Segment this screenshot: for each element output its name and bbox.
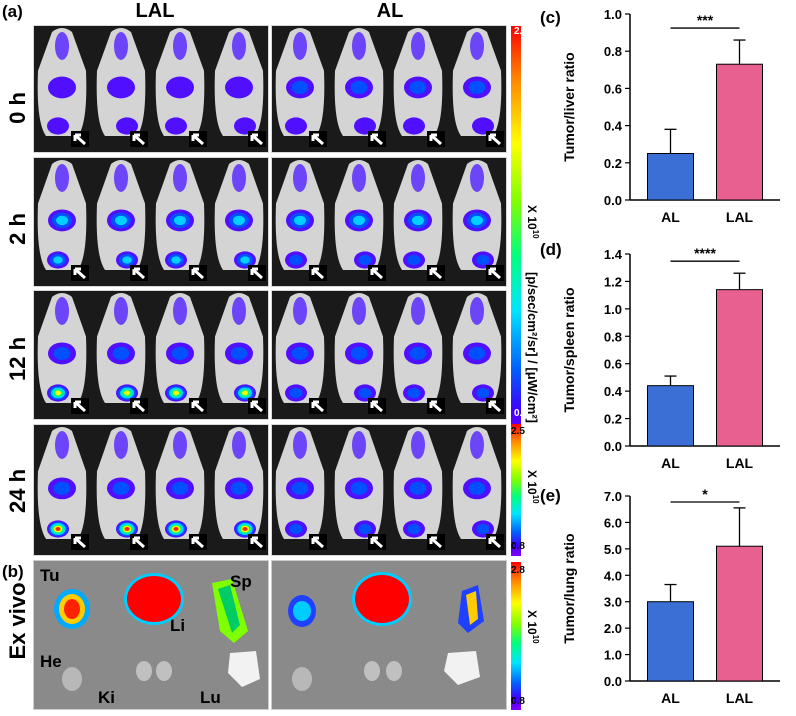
colorbar-top (511, 26, 521, 444)
organ-label-lung: Lu (200, 688, 221, 707)
bar-chart-tumor-lung: Tumor/lung ratio 0.0 1.0 2.0 3.0 4.0 5.0 6.0 7.0… (561, 486, 780, 706)
y-tick-label: 7.0 (604, 489, 622, 504)
bar-al (647, 601, 694, 682)
colorbar-mid-max: 2.5 (511, 426, 525, 437)
y-axis-label: Tumor/liver ratio (561, 52, 577, 161)
mouse-image-al-row-3 (271, 424, 507, 556)
y-tick-label: 0.2 (604, 412, 622, 427)
bar-chart-tumor-spleen: Tumor/spleen ratio 0.0 0.2 0.4 0.6 0.8 1.0 1.2 1… (561, 245, 780, 471)
organ-label-liver: Li (170, 616, 186, 635)
mouse-image-lal-row-1 (33, 157, 269, 287)
colorbar-exvivo (511, 562, 521, 710)
panel-label-d: (d) (540, 240, 562, 259)
row-label-24h: 24 h (5, 468, 30, 514)
significance-label: *** (697, 12, 714, 28)
exvivo-organs-lal (54, 573, 260, 691)
y-axis-label: Tumor/spleen ratio (561, 288, 577, 413)
significance-label: **** (694, 245, 716, 261)
mouse-image-lal-row-3 (33, 424, 269, 556)
y-tick-label: 2.0 (604, 621, 622, 636)
colorbar-mid (511, 424, 521, 556)
y-tick-label: 0.6 (604, 357, 622, 372)
exvivo-organs-al (288, 572, 484, 691)
organ-label-heart: He (40, 652, 62, 671)
panel-label-e: (e) (540, 486, 561, 505)
colorbar-top-multiplier: X 1010 (525, 205, 540, 239)
y-tick-label: 0.6 (604, 81, 622, 96)
x-tick-label: LAL (726, 690, 754, 706)
organ-label-spleen: Sp (230, 572, 252, 591)
x-tick-label: LAL (726, 455, 754, 471)
mouse-image-al-row-2 (271, 290, 507, 420)
y-tick-label: 6.0 (604, 515, 622, 530)
y-tick-label: 0.4 (604, 384, 623, 399)
y-tick-label: 0.8 (604, 329, 622, 344)
y-axis-label: Tumor/lung ratio (561, 533, 577, 643)
organ-label-kidney: Ki (98, 688, 115, 707)
colorbar-unit-label: [p/sec/cm²/sr] / [μW/cm²] (525, 272, 540, 423)
exvivo-panel-al (271, 560, 507, 710)
exvivo-panel-lal (33, 560, 269, 710)
row-label-12h: 12 h (5, 336, 30, 382)
mouse-image-al-row-0 (271, 25, 507, 153)
panel-label-a: (a) (2, 2, 23, 21)
bar-lal (716, 63, 763, 201)
y-tick-label: 0.0 (604, 439, 622, 454)
y-tick-label: 1.4 (604, 247, 623, 262)
colorbar-mid-multiplier: X 1010 (525, 470, 540, 504)
group-header-al: AL (376, 0, 404, 22)
colorbar-exvivo-max: 2.8 (511, 565, 525, 576)
y-tick-label: 5.0 (604, 542, 622, 557)
colorbar-mid-min: 0.8 (511, 541, 525, 552)
panel-label-c: (c) (540, 8, 561, 27)
bar-al (647, 153, 694, 201)
x-tick-label: AL (661, 690, 680, 706)
colorbar-top-max: 2.5 (514, 26, 528, 37)
mouse-image-lal-row-2 (33, 290, 269, 420)
bar-lal (716, 545, 763, 682)
x-tick-label: AL (661, 455, 680, 471)
y-tick-label: 1.0 (604, 648, 622, 663)
y-tick-label: 1.0 (604, 7, 622, 22)
y-tick-label: 4.0 (604, 568, 622, 583)
bar-al (647, 385, 694, 447)
colorbar-exvivo-min: 0.8 (511, 696, 525, 707)
row-label-2h: 2 h (5, 213, 30, 245)
significance-label: * (702, 486, 708, 502)
y-tick-label: 3.0 (604, 595, 622, 610)
y-tick-label: 0.2 (604, 156, 622, 171)
group-header-lal: LAL (135, 0, 175, 22)
bar-chart-tumor-liver: Tumor/liver ratio 0.0 0.2 0.4 0.6 0.8 1.0 AL LAL… (561, 7, 780, 225)
row-label-exvivo: Ex vivo (5, 582, 30, 660)
colorbar-top-min: 0.6 (514, 408, 528, 419)
organ-label-tumor: Tu (40, 566, 60, 585)
bar-lal (716, 289, 763, 447)
mouse-image-lal-row-0 (33, 25, 269, 153)
panel-label-b: (b) (2, 562, 24, 581)
x-tick-label: AL (661, 209, 680, 225)
row-label-0h: 0 h (5, 92, 30, 124)
x-tick-label: LAL (726, 209, 754, 225)
y-tick-label: 0.4 (604, 119, 623, 134)
y-tick-label: 1.0 (604, 302, 622, 317)
mouse-image-al-row-1 (271, 157, 507, 287)
y-tick-label: 0.8 (604, 44, 622, 59)
y-tick-label: 0.0 (604, 674, 622, 689)
colorbar-exvivo-multiplier: X 1010 (525, 610, 540, 644)
y-tick-label: 0.0 (604, 193, 622, 208)
y-tick-label: 1.2 (604, 274, 622, 289)
